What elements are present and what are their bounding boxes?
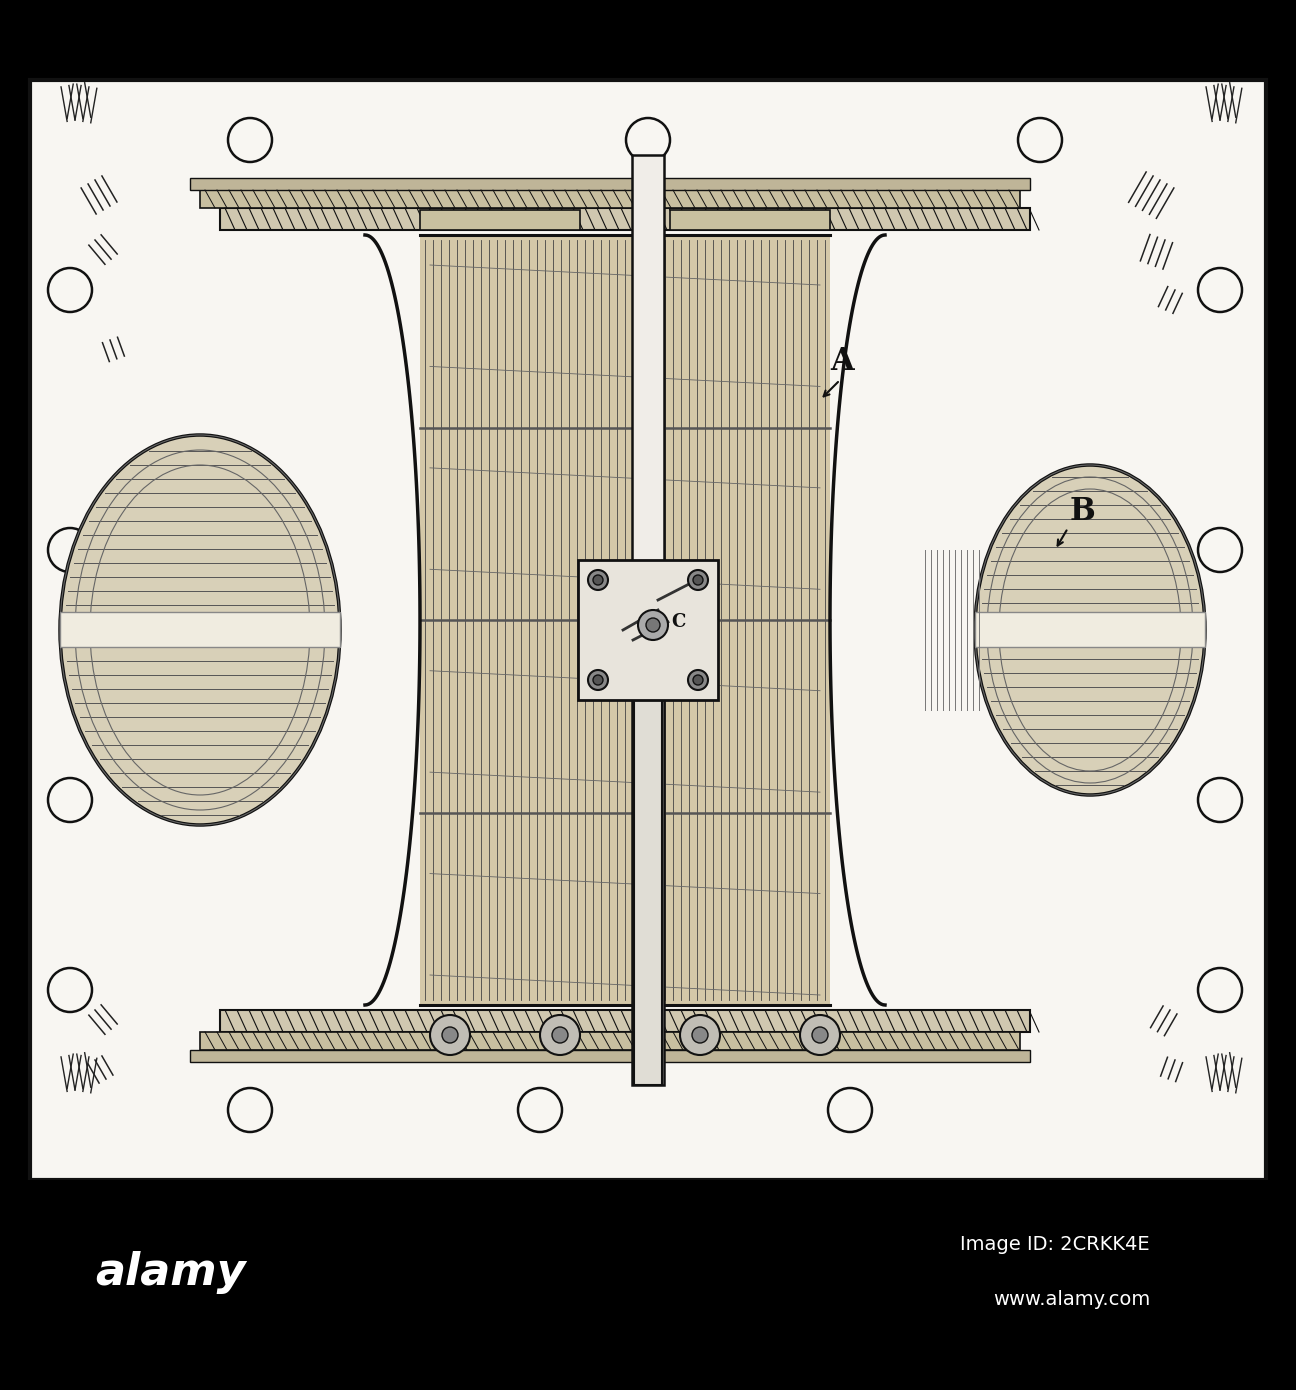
Bar — [578, 560, 718, 701]
Circle shape — [642, 714, 654, 726]
Circle shape — [48, 528, 92, 573]
Circle shape — [1198, 268, 1242, 311]
Circle shape — [692, 1027, 708, 1042]
Circle shape — [540, 1015, 581, 1055]
Circle shape — [688, 570, 708, 589]
Bar — [200, 1031, 1020, 1049]
Circle shape — [642, 894, 654, 905]
Ellipse shape — [60, 435, 340, 826]
Circle shape — [430, 1015, 470, 1055]
Circle shape — [642, 840, 654, 852]
Bar — [60, 612, 340, 646]
Circle shape — [642, 947, 654, 959]
Circle shape — [1198, 778, 1242, 821]
Circle shape — [594, 575, 603, 585]
Circle shape — [1198, 967, 1242, 1012]
Circle shape — [688, 670, 708, 689]
Circle shape — [642, 965, 654, 977]
Circle shape — [642, 733, 654, 744]
Bar — [220, 1011, 1030, 1031]
Circle shape — [693, 676, 702, 685]
Text: A: A — [829, 346, 854, 377]
Circle shape — [642, 785, 654, 798]
Bar — [30, 81, 1266, 1180]
Text: Image ID: 2CRKK4E: Image ID: 2CRKK4E — [960, 1234, 1150, 1254]
Circle shape — [1198, 528, 1242, 573]
Bar — [420, 210, 581, 229]
Text: C: C — [671, 613, 686, 631]
Circle shape — [642, 749, 654, 762]
Circle shape — [642, 930, 654, 941]
Circle shape — [680, 1015, 721, 1055]
Circle shape — [642, 1019, 654, 1031]
Circle shape — [48, 778, 92, 821]
Circle shape — [645, 619, 660, 632]
Circle shape — [642, 858, 654, 870]
Circle shape — [518, 1088, 562, 1131]
Text: www.alamy.com: www.alamy.com — [993, 1290, 1150, 1309]
Circle shape — [552, 1027, 568, 1042]
Circle shape — [800, 1015, 840, 1055]
Circle shape — [588, 570, 608, 589]
Circle shape — [693, 575, 702, 585]
Bar — [975, 612, 1205, 646]
Circle shape — [228, 118, 272, 163]
Bar — [200, 190, 1020, 208]
Ellipse shape — [975, 466, 1205, 795]
Circle shape — [48, 967, 92, 1012]
Circle shape — [642, 803, 654, 816]
Bar — [632, 156, 664, 1086]
Circle shape — [638, 610, 667, 639]
Circle shape — [642, 876, 654, 887]
Circle shape — [626, 118, 670, 163]
Bar — [634, 701, 662, 1086]
Circle shape — [642, 1001, 654, 1013]
Bar — [670, 210, 829, 229]
Circle shape — [642, 821, 654, 834]
Circle shape — [642, 767, 654, 780]
Bar — [0, 1180, 1296, 1390]
Text: B: B — [1070, 496, 1095, 527]
Bar — [420, 235, 829, 1005]
Circle shape — [813, 1027, 828, 1042]
Circle shape — [642, 983, 654, 995]
Circle shape — [228, 1088, 272, 1131]
Circle shape — [594, 676, 603, 685]
Bar — [191, 1049, 1030, 1062]
Circle shape — [828, 1088, 872, 1131]
Bar — [220, 208, 1030, 229]
Text: alamy: alamy — [95, 1251, 246, 1294]
Bar — [191, 178, 1030, 190]
Circle shape — [442, 1027, 457, 1042]
Circle shape — [48, 268, 92, 311]
Circle shape — [642, 912, 654, 923]
Circle shape — [1017, 118, 1061, 163]
Circle shape — [588, 670, 608, 689]
